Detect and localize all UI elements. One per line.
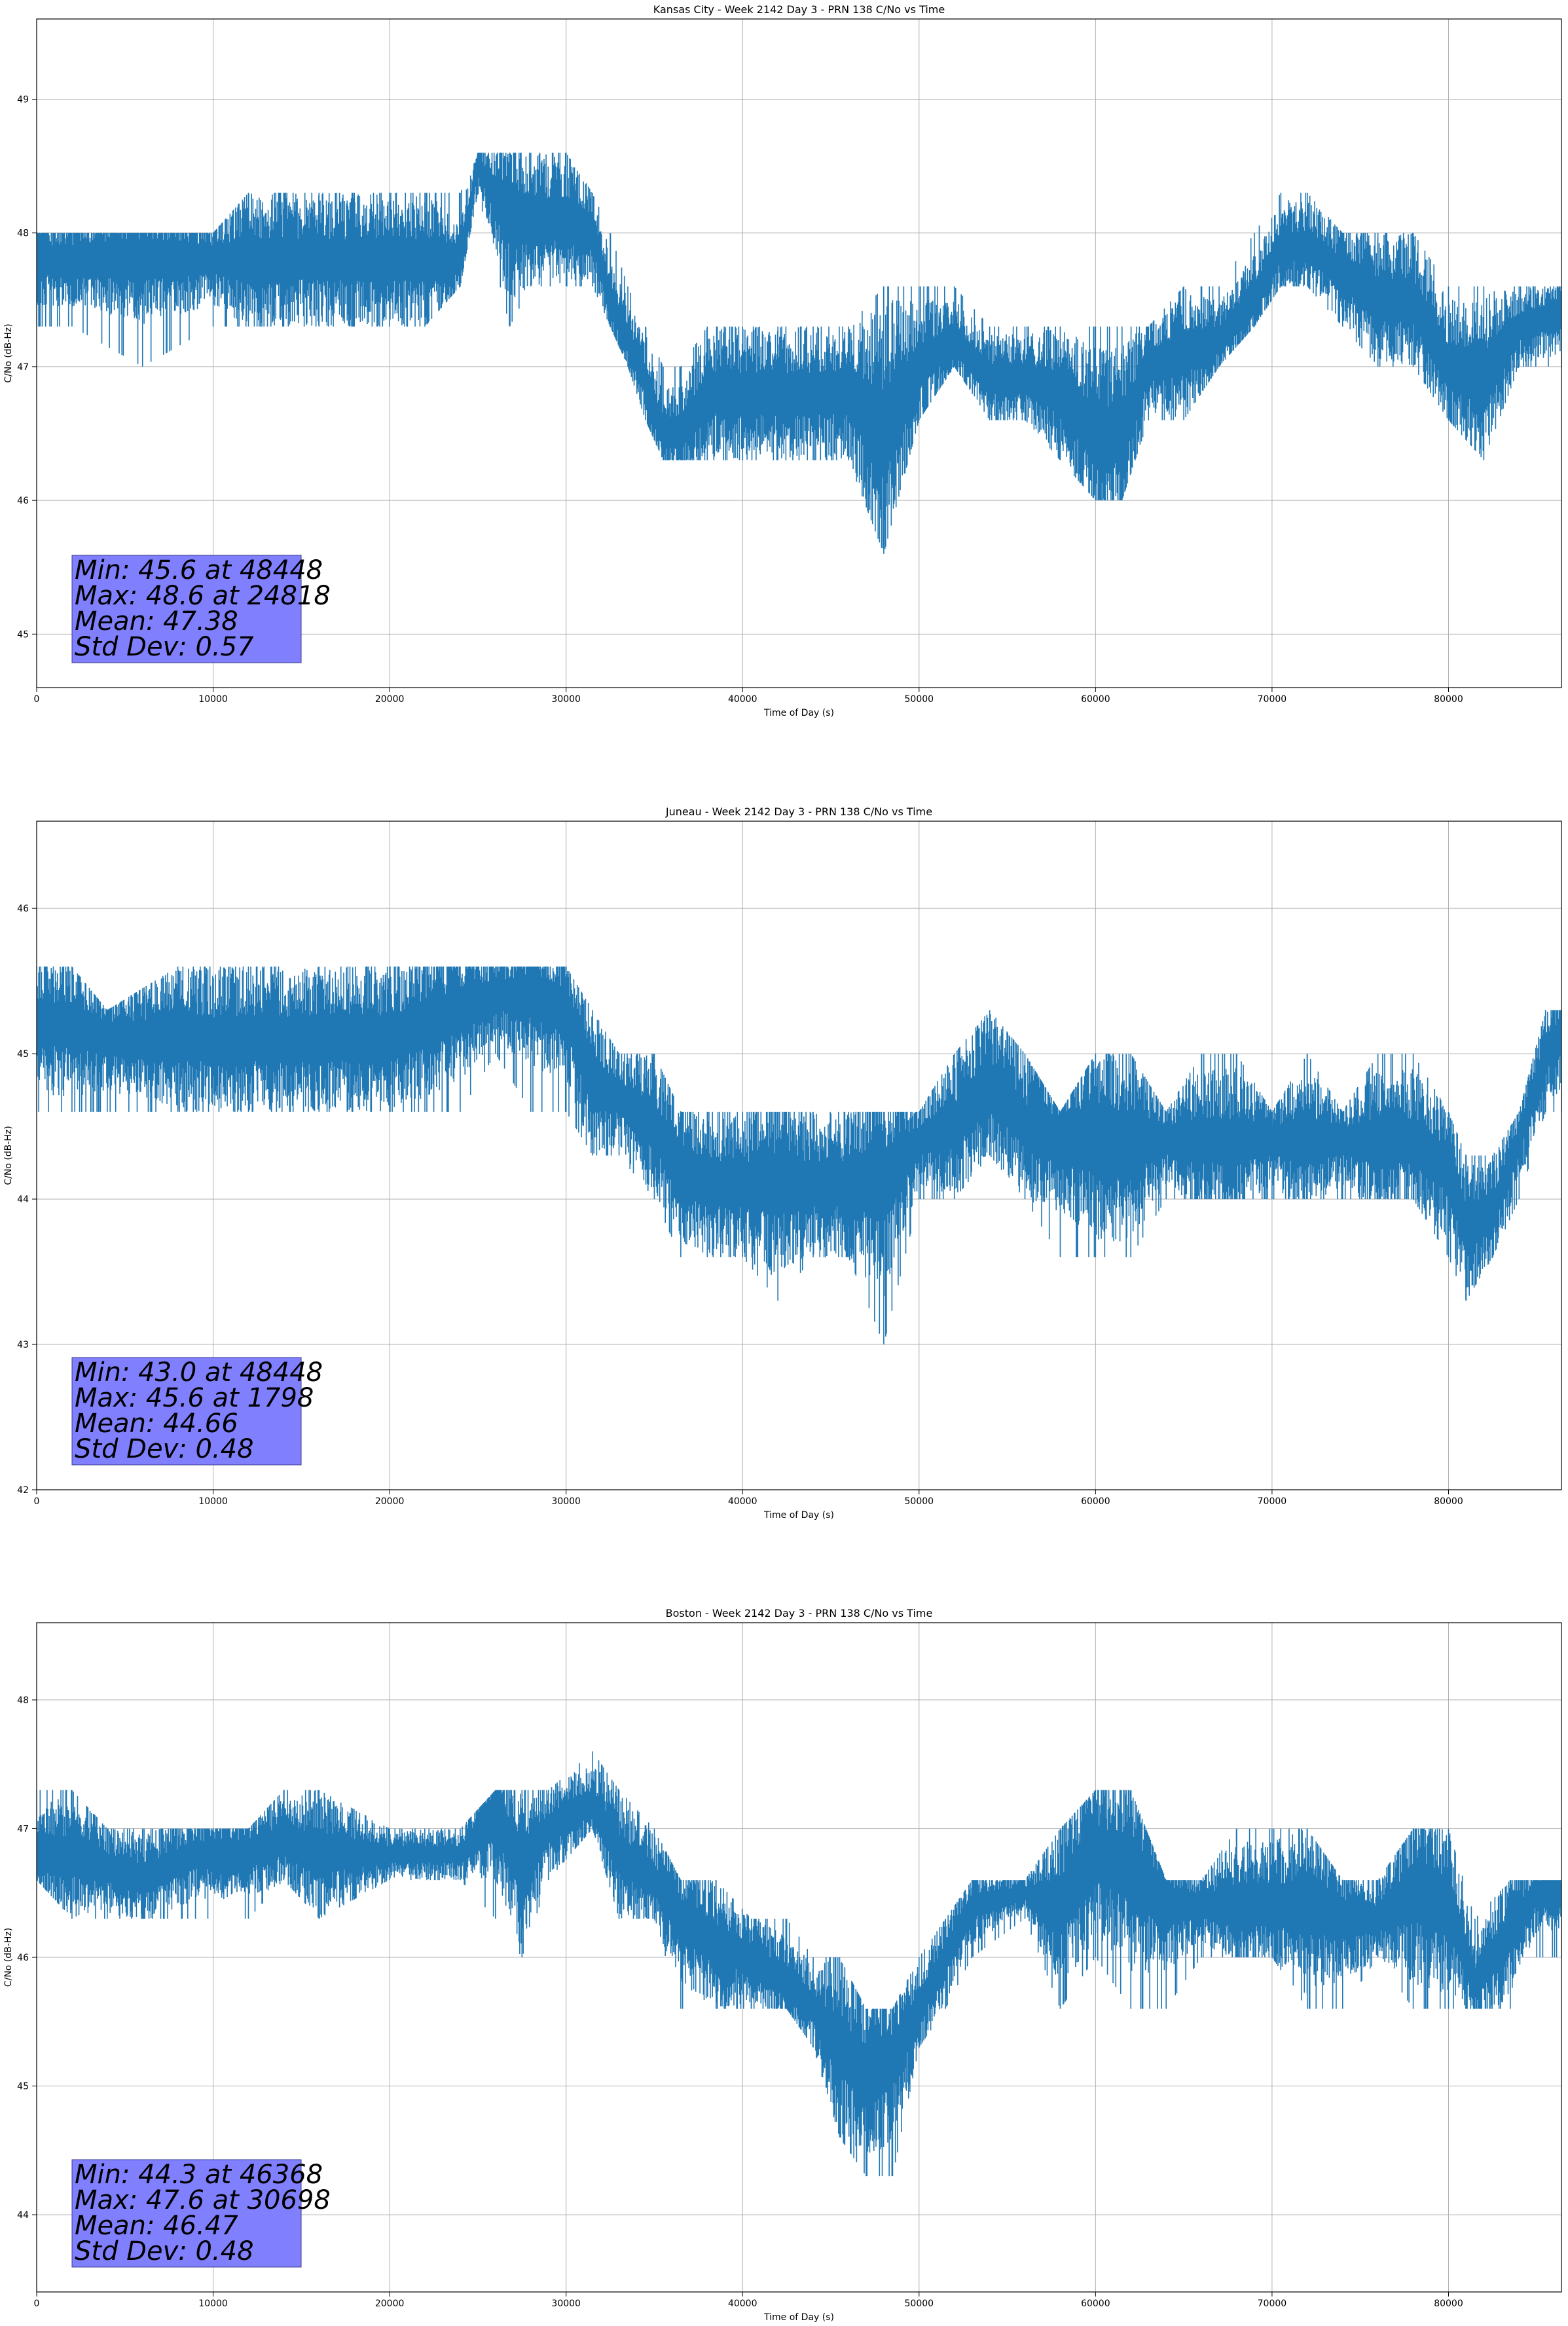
x-tick-label: 60000	[1081, 694, 1110, 705]
chart-panel-1: 0 10000 20000 30000 40000 50000 60000 70000 8000…	[3, 3, 1562, 718]
y-tick-label: 45	[17, 1049, 29, 1060]
y-tick-label: 48	[17, 229, 29, 239]
stats-mean-text: Mean: 46.47	[75, 2211, 238, 2241]
stats-max-text: Max: 45.6 at 1798	[75, 1383, 314, 1413]
x-tick-label: 0	[34, 1496, 40, 1507]
y-tick-label: 47	[17, 1824, 29, 1834]
x-tick-label: 80000	[1434, 1496, 1463, 1507]
y-tick-label: 46	[17, 904, 29, 914]
stats-min-text: Min: 45.6 at 48448	[75, 555, 323, 585]
x-tick-label: 20000	[375, 2298, 405, 2309]
axes-frame	[36, 821, 1562, 1490]
x-tick-label: 10000	[198, 694, 228, 705]
stats-max-text: Max: 48.6 at 24818	[75, 581, 331, 611]
stats-std-text: Std Dev: 0.48	[75, 2236, 254, 2266]
stats-mean-text: Mean: 44.66	[75, 1409, 238, 1439]
stats-max-text: Max: 47.6 at 30698	[75, 2185, 331, 2215]
y-tick-label: 43	[17, 1340, 29, 1350]
y-axis-label: C/No (dB-Hz)	[3, 323, 14, 382]
x-tick-label: 50000	[905, 694, 934, 705]
y-tick-label: 47	[17, 362, 29, 373]
x-tick-label: 70000	[1258, 694, 1287, 705]
x-tick-label: 40000	[728, 694, 757, 705]
x-tick-label: 30000	[551, 1496, 581, 1507]
x-tick-label: 50000	[905, 1496, 934, 1507]
y-axis-label: C/No (dB-Hz)	[3, 1126, 14, 1185]
x-tick-label: 10000	[198, 1496, 228, 1507]
x-tick-label: 30000	[551, 694, 581, 705]
x-tick-label: 40000	[728, 1496, 757, 1507]
stats-box	[71, 555, 302, 663]
y-axis-label: C/No (dB-Hz)	[3, 1928, 14, 1987]
x-axis-label: Time of Day (s)	[763, 1510, 834, 1521]
y-tick-label: 44	[17, 2210, 29, 2221]
cno-series-line	[37, 1751, 1561, 2177]
stats-mean-text: Mean: 47.38	[75, 606, 238, 637]
y-tick-label: 46	[17, 1953, 29, 1963]
y-tick-label: 45	[17, 2082, 29, 2092]
x-tick-label: 10000	[198, 2298, 228, 2309]
x-tick-label: 40000	[728, 2298, 757, 2309]
y-tick-label: 42	[17, 1485, 29, 1496]
stats-min-text: Min: 43.0 at 48448	[75, 1357, 323, 1388]
y-tick-label: 45	[17, 629, 29, 640]
x-tick-label: 60000	[1081, 1496, 1110, 1507]
chart-title: Boston - Week 2142 Day 3 - PRN 138 C/No …	[666, 1607, 933, 1619]
x-tick-label: 80000	[1434, 694, 1463, 705]
x-axis-label: Time of Day (s)	[763, 2312, 834, 2323]
stats-box	[71, 2159, 302, 2268]
x-tick-label: 20000	[375, 1496, 405, 1507]
chart-title: Juneau - Week 2142 Day 3 - PRN 138 C/No …	[665, 805, 932, 818]
x-tick-label: 80000	[1434, 2298, 1463, 2309]
x-tick-label: 20000	[375, 694, 405, 705]
x-tick-label: 70000	[1258, 1496, 1287, 1507]
x-axis-label: Time of Day (s)	[763, 708, 834, 718]
stats-std-text: Std Dev: 0.57	[75, 632, 254, 662]
y-tick-label: 48	[17, 1695, 29, 1706]
chart-panel-3: 0 10000 20000 30000 40000 50000 60000 70000 8000…	[3, 1607, 1562, 2323]
cno-series-line	[37, 153, 1561, 554]
chart-title: Kansas City - Week 2142 Day 3 - PRN 138 …	[653, 3, 945, 16]
x-tick-label: 50000	[905, 2298, 934, 2309]
cno-series-line	[37, 966, 1561, 1345]
y-tick-label: 44	[17, 1194, 29, 1205]
x-tick-label: 0	[34, 694, 40, 705]
x-tick-label: 0	[34, 2298, 40, 2309]
stats-std-text: Std Dev: 0.48	[75, 1434, 254, 1464]
stats-min-text: Min: 44.3 at 46368	[75, 2160, 323, 2190]
stats-box	[71, 1357, 302, 1466]
x-tick-label: 70000	[1258, 2298, 1287, 2309]
y-tick-label: 49	[17, 95, 29, 105]
axes-frame	[36, 18, 1562, 688]
x-tick-label: 60000	[1081, 2298, 1110, 2309]
y-tick-label: 46	[17, 496, 29, 506]
chart-panel-2: 0 10000 20000 30000 40000 50000 60000 70000 8000…	[3, 805, 1562, 1521]
x-tick-label: 30000	[551, 2298, 581, 2309]
